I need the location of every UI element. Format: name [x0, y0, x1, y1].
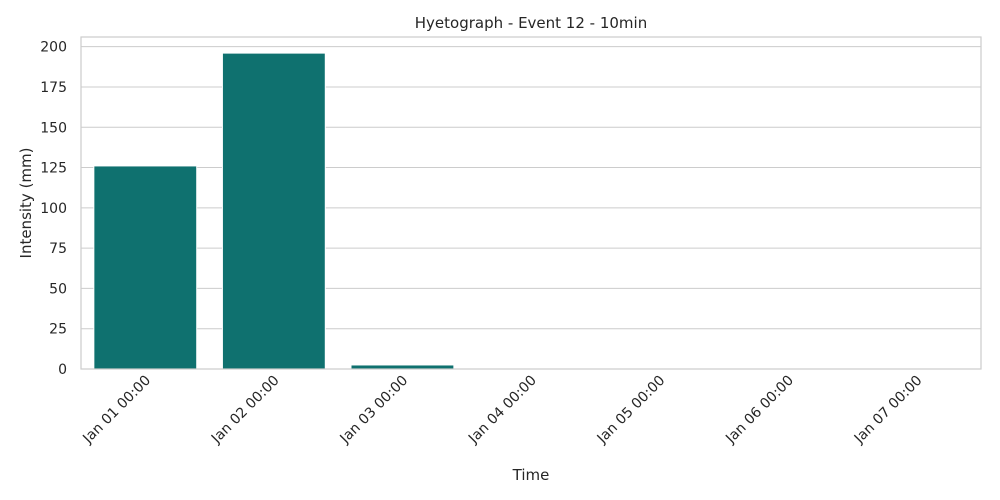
x-tick-label: Jan 03 00:00 — [337, 373, 412, 448]
bar — [93, 165, 198, 370]
y-tick-label: 75 — [49, 241, 67, 257]
x-tick-labels: Jan 01 00:00 Jan 02 00:00 Jan 03 00:00 Jan … — [79, 373, 925, 448]
x-axis-label: Time — [512, 466, 550, 484]
x-tick-label: Jan 04 00:00 — [465, 373, 540, 448]
y-axis-label: Intensity (mm) — [17, 148, 35, 259]
bar — [221, 52, 326, 370]
x-tick-label: Jan 01 00:00 — [79, 373, 154, 448]
y-tick-label: 0 — [58, 362, 67, 378]
bar — [350, 364, 455, 370]
x-tick-label: Jan 02 00:00 — [208, 373, 283, 448]
chart-title: Hyetograph - Event 12 - 10min — [415, 14, 647, 32]
y-tick-label: 125 — [40, 161, 67, 177]
bar-layer — [93, 52, 455, 370]
y-tick-label: 25 — [49, 322, 67, 338]
plot-frame — [80, 36, 982, 370]
x-tick-label: Jan 07 00:00 — [851, 373, 926, 448]
x-tick-label: Jan 05 00:00 — [594, 373, 669, 448]
y-tick-label: 100 — [40, 201, 67, 217]
y-tick-label: 200 — [40, 40, 67, 56]
x-tick-label: Jan 06 00:00 — [722, 373, 797, 448]
grid-layer — [81, 46, 981, 370]
y-tick-label: 150 — [40, 120, 67, 136]
y-tick-labels: 0 25 50 75 100 125 150 175 200 — [40, 40, 67, 378]
y-tick-label: 50 — [49, 281, 67, 297]
y-tick-label: 175 — [40, 80, 67, 96]
